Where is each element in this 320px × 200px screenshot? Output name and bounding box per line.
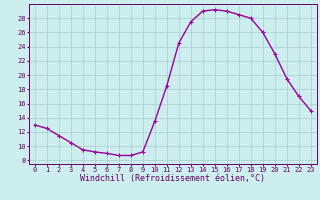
X-axis label: Windchill (Refroidissement éolien,°C): Windchill (Refroidissement éolien,°C): [80, 174, 265, 183]
